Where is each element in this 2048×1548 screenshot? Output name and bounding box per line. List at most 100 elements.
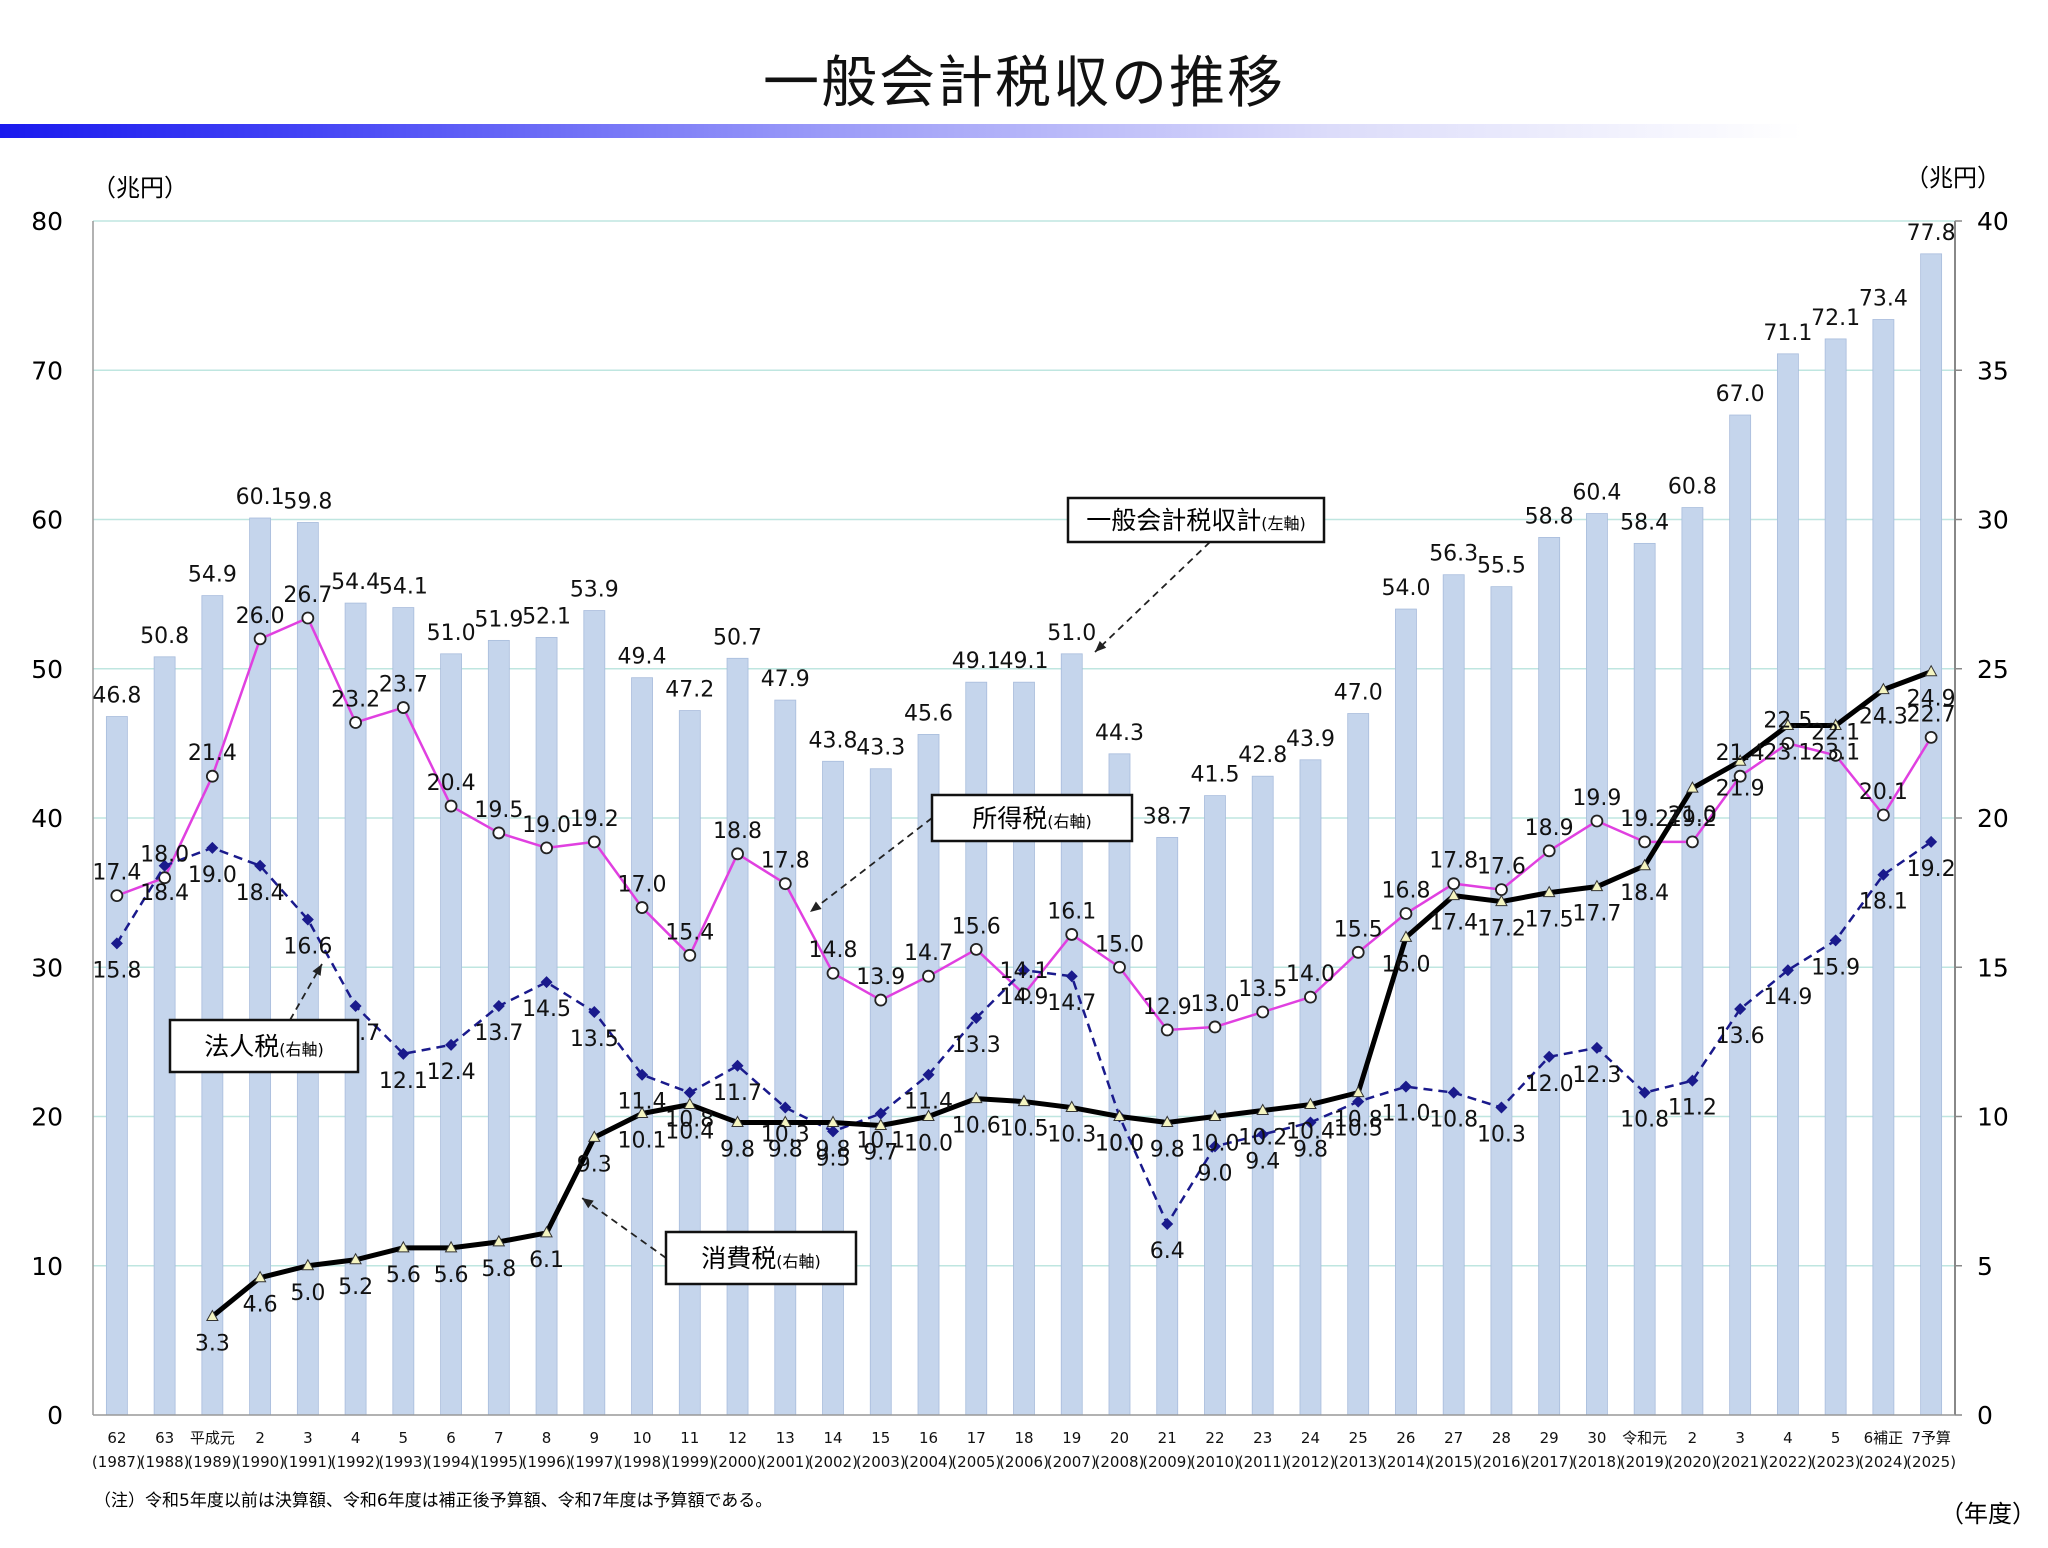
data-label-total: 43.3 xyxy=(856,736,905,761)
data-label-corporate-tax: 10.8 xyxy=(1429,1108,1478,1133)
income-tax-marker xyxy=(683,948,697,962)
income-tax-marker xyxy=(635,901,649,914)
x-tick-era: 令和元 xyxy=(1622,1429,1667,1447)
bar-total xyxy=(1395,608,1417,1416)
income-tax-marker xyxy=(1304,990,1317,1004)
data-label-income-tax: 19.0 xyxy=(522,813,571,838)
income-tax-marker xyxy=(158,871,172,885)
data-label-income-tax: 17.4 xyxy=(92,861,141,886)
consumption-tax-marker xyxy=(1686,781,1699,793)
data-label-consumption-tax: 10.5 xyxy=(1000,1117,1049,1142)
x-tick-year: (2017) xyxy=(1524,1453,1574,1471)
right-tick-label: 5 xyxy=(1977,1252,1993,1281)
data-label-total: 54.4 xyxy=(331,570,380,595)
x-tick-year: (2014) xyxy=(1381,1453,1431,1471)
callouts: 一般会計税収計(左軸) 所得税(右軸) 法人税(右軸) 消費税(右軸) xyxy=(168,496,1326,1286)
income-tax-marker xyxy=(492,826,506,840)
data-label-total: 47.2 xyxy=(665,678,714,703)
arrowhead-icon xyxy=(582,1198,594,1209)
consumption-tax-marker xyxy=(1638,858,1652,871)
x-tick-era: 2 xyxy=(255,1429,265,1447)
consumption-tax-marker xyxy=(635,1106,649,1119)
consumption-tax-marker xyxy=(922,1109,935,1121)
data-label-income-tax: 21.4 xyxy=(188,741,237,766)
data-label-corporate-tax: 14.7 xyxy=(1047,991,1096,1016)
x-tick-year: (2004) xyxy=(904,1453,954,1471)
consumption-tax-marker xyxy=(1065,1100,1079,1113)
data-label-corporate-tax: 11.7 xyxy=(713,1081,762,1106)
corporate-tax-marker xyxy=(1161,1217,1174,1230)
data-label-consumption-tax: 10.0 xyxy=(1190,1132,1239,1157)
data-label-total: 41.5 xyxy=(1190,763,1239,788)
corporate-tax-marker xyxy=(158,859,171,872)
data-label-total: 73.4 xyxy=(1859,287,1908,312)
left-tick-label: 40 xyxy=(31,804,63,833)
x-tick-year: (2007) xyxy=(1047,1453,1097,1471)
x-tick-year: (1987) xyxy=(92,1453,142,1471)
right-axis-unit: （兆円） xyxy=(1905,164,2001,192)
corporate-tax-marker xyxy=(1686,1074,1699,1087)
bar-total xyxy=(1060,653,1083,1416)
corporate-tax-marker xyxy=(588,1006,601,1019)
income-tax-marker xyxy=(778,877,792,891)
consumption-tax-marker xyxy=(874,1118,888,1130)
bar-total xyxy=(1633,542,1656,1416)
data-label-corporate-tax: 9.0 xyxy=(1197,1161,1232,1186)
corporate-tax-marker xyxy=(874,1107,887,1120)
callout-axis-note: (右軸) xyxy=(1047,812,1092,831)
arrowhead-icon xyxy=(312,964,322,976)
bar-total xyxy=(774,699,797,1416)
corporate-tax-marker xyxy=(301,913,314,926)
x-tick-year: (1997) xyxy=(569,1453,619,1471)
data-label-consumption-tax: 21.0 xyxy=(1668,803,1717,828)
data-label-consumption-tax: 17.7 xyxy=(1572,902,1621,927)
data-label-consumption-tax: 24.9 xyxy=(1907,687,1956,712)
bar-total xyxy=(1729,414,1752,1416)
data-label-consumption-tax: 10.8 xyxy=(1334,1108,1383,1133)
x-tick-era: 62 xyxy=(107,1429,126,1447)
data-label-corporate-tax: 11.2 xyxy=(1668,1096,1717,1121)
data-label-income-tax: 13.5 xyxy=(1238,977,1287,1002)
data-label-corporate-tax: 14.9 xyxy=(1763,985,1812,1010)
income-tax-marker xyxy=(874,993,888,1007)
data-label-total: 58.8 xyxy=(1525,504,1574,529)
x-tick-era: 63 xyxy=(155,1429,174,1447)
callout-axis-note: (右軸) xyxy=(776,1252,821,1271)
bar-total xyxy=(392,607,415,1416)
consumption-tax-marker xyxy=(540,1225,553,1238)
corporate-tax-marker xyxy=(779,1101,792,1114)
x-tick-year: (2013) xyxy=(1333,1453,1383,1471)
data-label-total: 45.6 xyxy=(904,701,953,726)
data-label-total: 43.8 xyxy=(809,728,858,753)
callout-box xyxy=(1066,496,1326,544)
x-tick-year: (2001) xyxy=(760,1453,810,1471)
income-tax-marker xyxy=(1065,928,1079,941)
data-label-corporate-tax: 18.4 xyxy=(140,881,189,906)
income-tax-marker xyxy=(587,835,601,849)
consumption-tax-marker xyxy=(1447,888,1461,901)
income-tax-marker xyxy=(1924,731,1938,744)
callout-leader xyxy=(581,1197,667,1259)
data-label-total: 54.1 xyxy=(379,575,428,600)
data-label-income-tax: 12.9 xyxy=(1143,995,1192,1020)
data-label-corporate-tax: 12.1 xyxy=(379,1069,428,1094)
x-tick-era: 24 xyxy=(1301,1429,1320,1447)
consumption-tax-marker xyxy=(1590,879,1604,892)
data-label-total: 71.1 xyxy=(1763,321,1812,346)
x-tick-era: 16 xyxy=(919,1429,938,1447)
x-tick-era: 22 xyxy=(1205,1429,1224,1447)
data-label-total: 44.3 xyxy=(1095,721,1144,746)
right-tick-label: 15 xyxy=(1977,953,2009,982)
data-label-consumption-tax: 17.5 xyxy=(1525,908,1574,933)
data-label-total: 54.0 xyxy=(1381,576,1430,601)
data-label-income-tax: 17.6 xyxy=(1477,855,1526,880)
data-label-consumption-tax: 9.7 xyxy=(863,1140,898,1165)
data-label-income-tax: 14.0 xyxy=(1286,962,1335,987)
x-tick-year: (1991) xyxy=(283,1453,333,1471)
bar-total xyxy=(440,653,462,1416)
consumption-tax-marker xyxy=(683,1097,697,1110)
data-label-corporate-tax: 6.4 xyxy=(1150,1239,1185,1264)
data-label-total: 50.7 xyxy=(713,625,762,650)
callout-label: 一般会計税収計(左軸) xyxy=(1086,506,1306,535)
